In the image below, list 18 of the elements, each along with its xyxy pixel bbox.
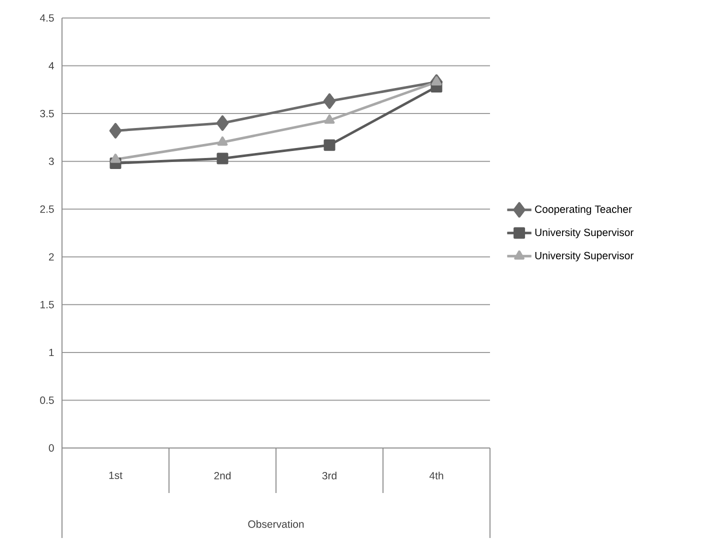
y-tick-label: 3.5 bbox=[40, 110, 54, 118]
y-tick-label: 1.5 bbox=[40, 301, 54, 309]
y-tick-label: 0.5 bbox=[40, 396, 54, 404]
y-tick-label: 3 bbox=[48, 158, 54, 166]
x-tick-label: 2nd bbox=[214, 472, 231, 480]
y-tick-label: 4 bbox=[48, 62, 54, 70]
legend-label: Cooperating Teacher bbox=[535, 205, 632, 216]
x-tick-label: 4th bbox=[429, 472, 444, 480]
y-tick-label: 1 bbox=[49, 349, 54, 356]
x-tick-label: 3rd bbox=[322, 472, 336, 480]
x-tick-label: 1st bbox=[109, 472, 122, 480]
y-tick-label: 0 bbox=[48, 444, 54, 452]
legend-label: University Supervisor bbox=[535, 228, 634, 238]
y-tick-label: 2.5 bbox=[40, 206, 54, 214]
y-tick-label: 2 bbox=[48, 253, 54, 261]
x-axis-title: Observation bbox=[248, 520, 304, 528]
legend-label: University Supervisor bbox=[535, 252, 634, 262]
y-tick-label: 4.5 bbox=[40, 14, 54, 22]
